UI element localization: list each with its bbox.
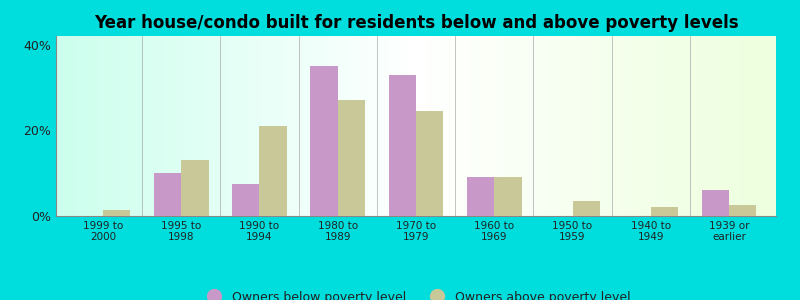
Bar — [310, 66, 338, 216]
Bar — [494, 177, 522, 216]
Bar — [573, 201, 600, 216]
Bar — [154, 173, 182, 216]
Bar — [729, 205, 757, 216]
Bar — [259, 126, 287, 216]
Bar — [467, 177, 494, 216]
Bar — [232, 184, 259, 216]
Bar — [416, 111, 443, 216]
Bar — [389, 75, 416, 216]
Title: Year house/condo built for residents below and above poverty levels: Year house/condo built for residents bel… — [94, 14, 738, 32]
Bar — [182, 160, 209, 216]
Bar — [702, 190, 729, 216]
Bar — [338, 100, 365, 216]
Bar — [103, 210, 130, 216]
Bar — [650, 207, 678, 216]
Legend: Owners below poverty level, Owners above poverty level: Owners below poverty level, Owners above… — [197, 286, 635, 300]
